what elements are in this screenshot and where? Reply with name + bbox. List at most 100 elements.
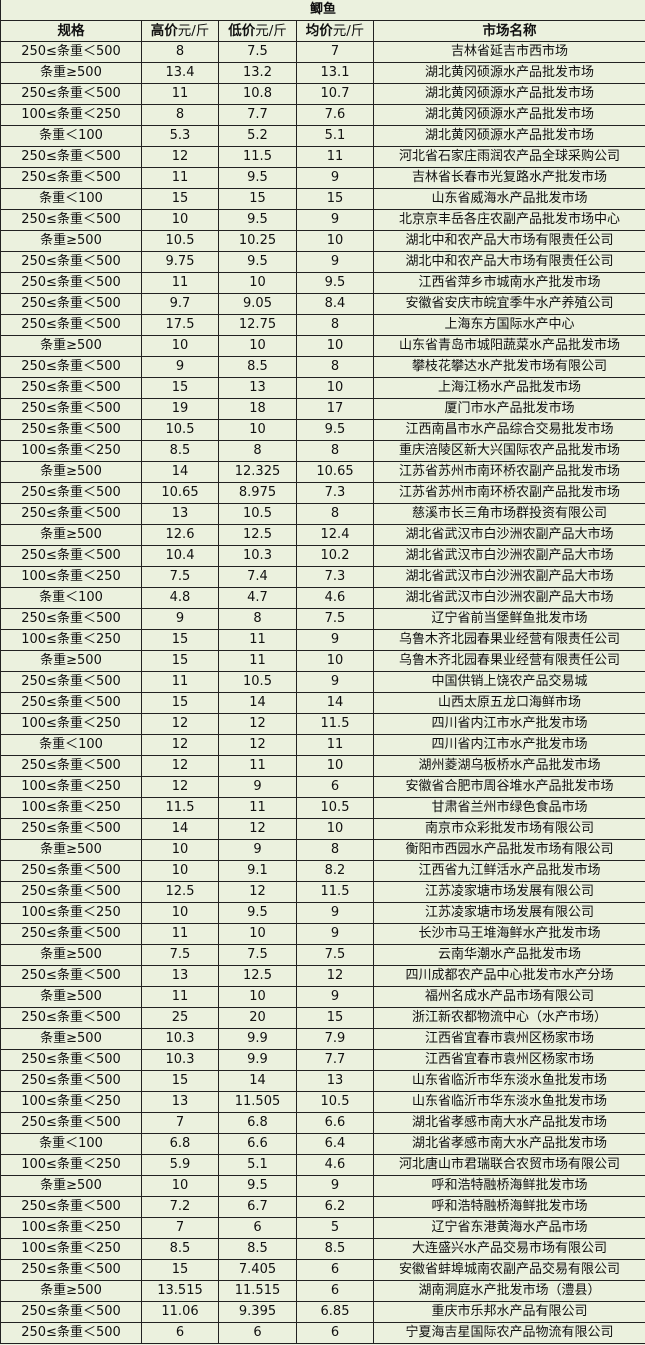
- table-row: 250≤条重＜500 10.65 8.975 7.3 江苏省苏州市南环桥农副产品批发市场: [0, 482, 645, 504]
- cell-low-price: 9.5: [218, 209, 297, 231]
- cell-avg-price: 7: [296, 41, 374, 63]
- cell-spec: 250≤条重＜500: [0, 398, 142, 420]
- cell-high-price: 13: [141, 965, 219, 987]
- cell-spec: 条重＜100: [0, 587, 142, 609]
- cell-market-name: 江苏凌家塘市场发展有限公司: [372, 902, 645, 924]
- table-row: 100≤条重＜250 12 9 6 安徽省合肥市周谷堆水产品批发市场: [0, 776, 645, 798]
- cell-low-price: 8.5: [218, 356, 297, 378]
- cell-avg-price: 7.6: [296, 104, 374, 126]
- cell-low-price: 18: [218, 398, 297, 420]
- cell-market-name: 江苏省苏州市南环桥农副产品批发市场: [372, 461, 645, 483]
- cell-high-price: 17.5: [141, 314, 219, 336]
- table-row: 条重≥500 10.5 10.25 10 湖北中和农产品大市场有限责任公司: [0, 230, 645, 252]
- cell-avg-price: 6.2: [296, 1196, 374, 1218]
- cell-spec: 条重≥500: [0, 1175, 142, 1197]
- cell-avg-price: 12.4: [296, 524, 374, 546]
- table-title: 鲫鱼: [0, 0, 645, 21]
- header-label: 低价: [228, 23, 256, 39]
- cell-high-price: 11: [141, 83, 219, 105]
- cell-avg-price: 14: [296, 692, 374, 714]
- cell-market-name: 吉林省延吉市西市场: [372, 41, 645, 63]
- cell-high-price: 13.4: [141, 62, 219, 84]
- cell-market-name: 湖北省武汉市白沙洲农副产品大市场: [372, 545, 645, 567]
- cell-spec: 100≤条重＜250: [0, 440, 142, 462]
- cell-avg-price: 7.3: [296, 566, 374, 588]
- cell-high-price: 5.9: [141, 1154, 219, 1176]
- cell-market-name: 攀枝花攀达水产批发市场有限公司: [372, 356, 645, 378]
- cell-avg-price: 10.2: [296, 545, 374, 567]
- cell-low-price: 8.975: [218, 482, 297, 504]
- cell-avg-price: 5.1: [296, 125, 374, 147]
- table-row: 250≤条重＜500 8 7.5 7 吉林省延吉市西市场: [0, 41, 645, 63]
- cell-market-name: 衡阳市西园水产品批发市场有限公司: [372, 839, 645, 861]
- cell-market-name: 江西省萍乡市城南水产批发市场: [372, 272, 645, 294]
- cell-low-price: 8: [218, 608, 297, 630]
- cell-spec: 250≤条重＜500: [0, 1301, 142, 1323]
- table-row: 250≤条重＜500 10.4 10.3 10.2 湖北省武汉市白沙洲农副产品大市场: [0, 545, 645, 567]
- cell-high-price: 12: [141, 713, 219, 735]
- cell-market-name: 宁夏海吉星国际农产品物流有限公司: [372, 1322, 645, 1344]
- cell-high-price: 14: [141, 461, 219, 483]
- cell-spec: 100≤条重＜250: [0, 1091, 142, 1113]
- cell-spec: 250≤条重＜500: [0, 1070, 142, 1092]
- cell-avg-price: 11: [296, 734, 374, 756]
- cell-high-price: 10.4: [141, 545, 219, 567]
- cell-high-price: 7: [141, 1217, 219, 1239]
- table-row: 100≤条重＜250 7 6 5 辽宁省东港黄海水产品市场: [0, 1217, 645, 1239]
- cell-avg-price: 9: [296, 671, 374, 693]
- cell-high-price: 15: [141, 377, 219, 399]
- cell-market-name: 上海江杨水产品批发市场: [372, 377, 645, 399]
- cell-high-price: 12.5: [141, 881, 219, 903]
- cell-market-name: 呼和浩特融桥海鲜批发市场: [372, 1196, 645, 1218]
- cell-spec: 100≤条重＜250: [0, 629, 142, 651]
- cell-spec: 250≤条重＜500: [0, 923, 142, 945]
- cell-spec: 条重≥500: [0, 1028, 142, 1050]
- cell-spec: 250≤条重＜500: [0, 965, 142, 987]
- cell-low-price: 9.9: [218, 1028, 297, 1050]
- cell-high-price: 12.6: [141, 524, 219, 546]
- cell-market-name: 河北唐山市君瑞联合农贸市场有限公司: [372, 1154, 645, 1176]
- cell-low-price: 10: [218, 923, 297, 945]
- cell-market-name: 重庆涪陵区新大兴国际农产品批发市场: [372, 440, 645, 462]
- cell-market-name: 山东省临沂市华东淡水鱼批发市场: [372, 1091, 645, 1113]
- cell-spec: 250≤条重＜500: [0, 419, 142, 441]
- header-row: 规格 高价元/斤 低价元/斤 均价元/斤 市场名称: [0, 20, 645, 42]
- cell-high-price: 8: [141, 41, 219, 63]
- cell-market-name: 四川省内江市水产批发市场: [372, 734, 645, 756]
- cell-low-price: 10: [218, 272, 297, 294]
- cell-avg-price: 5: [296, 1217, 374, 1239]
- cell-avg-price: 7.3: [296, 482, 374, 504]
- cell-market-name: 上海东方国际水产中心: [372, 314, 645, 336]
- table-row: 250≤条重＜500 7.2 6.7 6.2 呼和浩特融桥海鲜批发市场: [0, 1196, 645, 1218]
- cell-spec: 250≤条重＜500: [0, 293, 142, 315]
- cell-avg-price: 9.5: [296, 272, 374, 294]
- table-row: 250≤条重＜500 13 10.5 8 慈溪市长三角市场群投资有限公司: [0, 503, 645, 525]
- header-unit: 元/斤: [332, 23, 365, 39]
- cell-low-price: 12.5: [218, 524, 297, 546]
- cell-low-price: 6: [218, 1322, 297, 1344]
- table-row: 250≤条重＜500 10 9.1 8.2 江西省九江鲜活水产品批发市场: [0, 860, 645, 882]
- cell-market-name: 厦门市水产品批发市场: [372, 398, 645, 420]
- cell-spec: 条重≥500: [0, 650, 142, 672]
- table-row: 条重≥500 13.4 13.2 13.1 湖北黄冈硕源水产品批发市场: [0, 62, 645, 84]
- table-row: 250≤条重＜500 10.5 10 9.5 江西南昌市水产品综合交易批发市场: [0, 419, 645, 441]
- cell-high-price: 19: [141, 398, 219, 420]
- cell-low-price: 10: [218, 986, 297, 1008]
- cell-low-price: 10.25: [218, 230, 297, 252]
- cell-market-name: 河北省石家庄雨润农产品全球采购公司: [372, 146, 645, 168]
- cell-avg-price: 9: [296, 629, 374, 651]
- table-row: 条重≥500 11 10 9 福州名成水产品市场有限公司: [0, 986, 645, 1008]
- cell-market-name: 湖北省武汉市白沙洲农副产品大市场: [372, 524, 645, 546]
- cell-avg-price: 6: [296, 1259, 374, 1281]
- cell-low-price: 9.1: [218, 860, 297, 882]
- cell-market-name: 呼和浩特融桥海鲜批发市场: [372, 1175, 645, 1197]
- table-row: 条重≥500 13.515 11.515 6 湖南洞庭水产批发市场（澧县）: [0, 1280, 645, 1302]
- cell-spec: 条重＜100: [0, 734, 142, 756]
- table-row: 条重＜100 4.8 4.7 4.6 湖北省武汉市白沙洲农副产品大市场: [0, 587, 645, 609]
- table-row: 250≤条重＜500 15 14 14 山西太原五龙口海鲜市场: [0, 692, 645, 714]
- cell-spec: 条重＜100: [0, 188, 142, 210]
- cell-low-price: 14: [218, 692, 297, 714]
- header-high-price: 高价元/斤: [141, 20, 219, 42]
- cell-spec: 250≤条重＜500: [0, 167, 142, 189]
- header-unit: 元/斤: [255, 23, 287, 39]
